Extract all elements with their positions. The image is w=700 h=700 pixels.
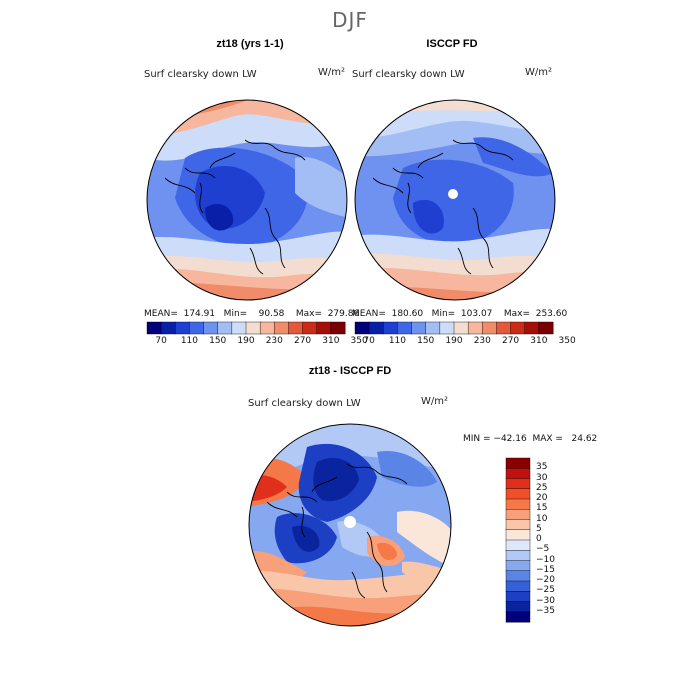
stats-obs: MEAN= 180.60 Min= 103.07 Max= 253.60 bbox=[352, 309, 568, 319]
colorbar-model bbox=[146, 321, 346, 335]
variable-label-diff: Surf clearsky down LW bbox=[248, 398, 361, 409]
panel-title-diff: zt18 - ISCCP FD bbox=[308, 365, 392, 377]
variable-label-obs: Surf clearsky down LW bbox=[352, 69, 465, 80]
colorbar-obs-tick-label: 150 bbox=[417, 336, 435, 346]
colorbar-model-swatch bbox=[203, 321, 219, 335]
colorbar-obs-swatch bbox=[425, 321, 441, 335]
page-title: DJF bbox=[332, 8, 368, 32]
colorbar-diff-tick-label: −25 bbox=[536, 585, 555, 596]
colorbar-model-swatch bbox=[231, 321, 247, 335]
colorbar-model-swatch bbox=[302, 321, 318, 335]
colorbar-diff-tick-label: 10 bbox=[536, 513, 548, 524]
colorbar-obs-swatch bbox=[368, 321, 384, 335]
colorbar-model-swatch bbox=[175, 321, 190, 335]
colorbar-diff-swatch bbox=[505, 468, 531, 480]
variable-label-model: Surf clearsky down LW bbox=[144, 69, 257, 80]
unit-label-model: W/m² bbox=[318, 67, 346, 78]
colorbar-obs-swatch bbox=[354, 321, 370, 335]
colorbar-model-swatch bbox=[245, 321, 261, 335]
colorbar-diff-swatch bbox=[505, 591, 531, 603]
colorbar-diff-tick-label: −35 bbox=[536, 605, 555, 616]
colorbar-obs-swatch bbox=[482, 321, 497, 335]
colorbar-diff-swatch bbox=[505, 580, 531, 592]
colorbar-labels-obs: 70 110 150 190 230 270 310 350 bbox=[355, 336, 575, 348]
colorbar-model-tick-label: 230 bbox=[265, 336, 283, 346]
colorbar-diff-tick-label: 35 bbox=[536, 462, 548, 473]
colorbar-obs-tick-label: 110 bbox=[388, 336, 407, 346]
colorbar-diff-swatch bbox=[505, 519, 531, 531]
colorbar-diff-tick-label: 30 bbox=[536, 472, 548, 483]
colorbar-model-tick-label: 310 bbox=[322, 336, 340, 346]
polar-map-obs bbox=[354, 99, 556, 301]
colorbar-diff-tick-label: −5 bbox=[536, 544, 550, 555]
colorbar-diff-tick-label: 20 bbox=[536, 493, 548, 503]
colorbar-diff-swatch bbox=[505, 478, 531, 490]
colorbar-labels-diff: 35 30 25 20 15 10 5 0 −5 −10 −15 −20 −25 −30 −35 bbox=[536, 458, 576, 622]
colorbar-obs-swatch bbox=[411, 321, 427, 335]
colorbar-model-swatch bbox=[160, 321, 176, 335]
colorbar-obs bbox=[354, 321, 554, 335]
colorbar-diff-swatch bbox=[505, 611, 531, 623]
colorbar-diff-swatch bbox=[505, 601, 531, 613]
colorbar-model-swatch bbox=[316, 321, 332, 335]
colorbar-diff-swatch bbox=[505, 560, 531, 572]
colorbar-obs-swatch bbox=[496, 321, 512, 335]
colorbar-diff-tick-label: 25 bbox=[536, 482, 548, 493]
colorbar-model-tick-label: 70 bbox=[155, 336, 167, 346]
colorbar-diff-swatch bbox=[505, 550, 531, 562]
colorbar-diff-tick-label: −30 bbox=[536, 595, 555, 606]
colorbar-obs-swatch bbox=[467, 321, 483, 335]
colorbar-obs-swatch bbox=[538, 321, 554, 335]
colorbar-diff-tick-label: 5 bbox=[536, 523, 542, 534]
colorbar-model-swatch bbox=[288, 321, 304, 335]
colorbar-model-swatch bbox=[217, 321, 233, 335]
colorbar-diff-swatch bbox=[505, 570, 531, 582]
colorbar-diff-tick-label: 15 bbox=[536, 503, 548, 514]
colorbar-diff-tick-label: 0 bbox=[536, 534, 542, 544]
colorbar-diff-tick-label: −15 bbox=[536, 564, 555, 575]
colorbar-diff-swatch bbox=[505, 498, 531, 510]
colorbar-model-swatch bbox=[274, 321, 289, 335]
polar-map-diff bbox=[248, 423, 452, 627]
colorbar-diff-swatch bbox=[505, 488, 531, 500]
colorbar-model-tick-label: 350 bbox=[350, 336, 368, 346]
colorbar-diff-swatch bbox=[505, 509, 531, 521]
colorbar-diff-swatch bbox=[505, 539, 531, 551]
polar-map-model bbox=[146, 99, 348, 301]
colorbar-obs-swatch bbox=[439, 321, 455, 335]
colorbar-obs-tick-label: 270 bbox=[501, 336, 520, 346]
stats-model: MEAN= 174.91 Min= 90.58 Max= 279.86 bbox=[144, 309, 360, 319]
colorbar-obs-tick-label: 350 bbox=[558, 336, 576, 346]
colorbar-model-swatch bbox=[146, 321, 162, 335]
stats-diff: MIN = −42.16 MAX = 24.62 bbox=[463, 434, 598, 444]
colorbar-model-tick-label: 190 bbox=[237, 336, 255, 346]
colorbar-model-swatch bbox=[330, 321, 346, 335]
colorbar-obs-swatch bbox=[510, 321, 526, 335]
colorbar-model-swatch bbox=[259, 321, 275, 335]
colorbar-diff-swatch bbox=[505, 529, 531, 541]
unit-label-diff: W/m² bbox=[421, 396, 449, 407]
colorbar-model-swatch bbox=[189, 321, 205, 335]
colorbar-obs-tick-label: 190 bbox=[445, 336, 463, 346]
colorbar-model-tick-label: 270 bbox=[293, 336, 312, 346]
colorbar-obs-tick-label: 230 bbox=[473, 336, 491, 346]
colorbar-obs-swatch bbox=[383, 321, 398, 335]
colorbar-diff-tick-label: −20 bbox=[536, 575, 555, 585]
colorbar-obs-swatch bbox=[397, 321, 413, 335]
colorbar-obs-swatch bbox=[524, 321, 540, 335]
colorbar-model-tick-label: 110 bbox=[180, 336, 199, 346]
colorbar-diff-swatch bbox=[505, 457, 531, 469]
panel-title-obs: ISCCP FD bbox=[426, 38, 478, 50]
panel-title-model: zt18 (yrs 1-1) bbox=[216, 38, 284, 50]
colorbar-obs-swatch bbox=[453, 321, 469, 335]
colorbar-diff bbox=[505, 457, 531, 623]
colorbar-model-tick-label: 150 bbox=[209, 336, 227, 346]
colorbar-obs-tick-label: 310 bbox=[530, 336, 548, 346]
colorbar-diff-tick-label: −10 bbox=[536, 554, 555, 565]
unit-label-obs: W/m² bbox=[525, 67, 553, 78]
colorbar-obs-tick-label: 70 bbox=[363, 336, 375, 346]
colorbar-labels-model: 70 110 150 190 230 270 310 350 bbox=[147, 336, 367, 348]
